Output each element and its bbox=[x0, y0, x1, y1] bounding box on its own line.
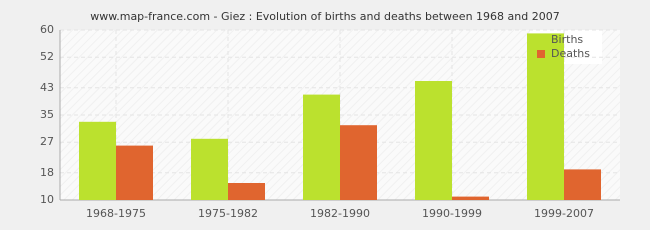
y-tick-label: 35 bbox=[40, 108, 54, 121]
legend-swatch bbox=[537, 50, 545, 58]
bar bbox=[452, 196, 489, 200]
bar bbox=[116, 145, 153, 200]
bar bbox=[415, 81, 452, 200]
y-tick-label: 60 bbox=[40, 23, 54, 36]
x-tick-label: 1999-2007 bbox=[534, 207, 594, 220]
legend-swatch bbox=[537, 36, 545, 44]
bar bbox=[340, 125, 377, 200]
y-tick-label: 52 bbox=[40, 50, 54, 63]
bar bbox=[228, 183, 265, 200]
x-tick-label: 1990-1999 bbox=[422, 207, 482, 220]
legend-label: Births bbox=[551, 33, 583, 46]
chart: www.map-france.com - Giez : Evolution of… bbox=[0, 0, 650, 230]
page: www.map-france.com - Giez : Evolution of… bbox=[0, 0, 650, 230]
bar bbox=[564, 169, 601, 200]
bar bbox=[191, 138, 228, 200]
legend-label: Deaths bbox=[551, 47, 590, 60]
x-tick-label: 1975-1982 bbox=[198, 207, 258, 220]
x-tick-label: 1968-1975 bbox=[86, 207, 146, 220]
x-tick-label: 1982-1990 bbox=[310, 207, 370, 220]
y-tick-label: 43 bbox=[40, 81, 54, 94]
y-tick-label: 10 bbox=[40, 193, 54, 206]
bar bbox=[79, 121, 116, 200]
chart-title: www.map-france.com - Giez : Evolution of… bbox=[90, 10, 559, 23]
y-tick-label: 18 bbox=[40, 166, 54, 179]
y-tick-label: 27 bbox=[40, 135, 54, 148]
bar bbox=[527, 33, 564, 201]
bar bbox=[303, 94, 340, 200]
